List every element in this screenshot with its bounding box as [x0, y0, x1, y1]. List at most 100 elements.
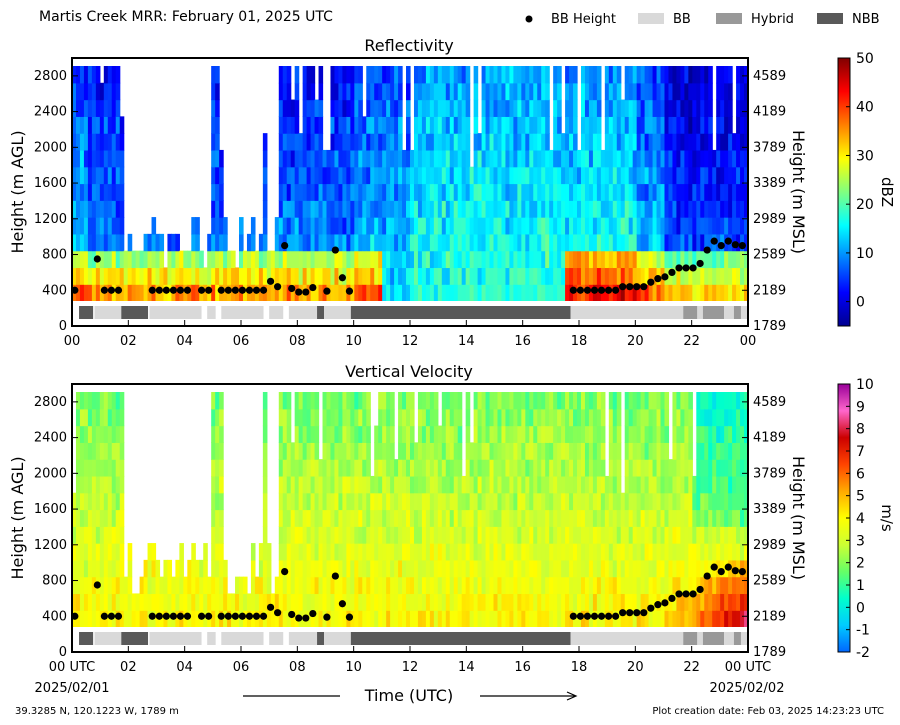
field-cell — [537, 610, 542, 627]
x-tick-label: 00 UTC — [49, 660, 95, 675]
field-cell — [497, 492, 503, 511]
field-cell — [322, 250, 328, 269]
field-cell — [306, 200, 312, 218]
field-cell — [541, 509, 546, 527]
field-cell — [258, 559, 264, 578]
field-cell — [588, 133, 594, 151]
field-cell — [437, 267, 443, 285]
field-cell — [143, 267, 149, 285]
field-cell — [390, 408, 395, 427]
field-cell — [457, 133, 463, 151]
field-cell — [294, 543, 300, 561]
field-cell — [612, 149, 618, 168]
field-cell — [211, 133, 216, 151]
colorbar-tick-label: 2 — [856, 556, 865, 572]
field-cell — [644, 233, 650, 252]
field-cell — [306, 250, 312, 269]
field-cell — [680, 576, 685, 595]
field-cell — [684, 559, 689, 578]
field-cell — [290, 610, 296, 627]
field-cell — [640, 284, 646, 301]
field-cell — [565, 442, 570, 460]
field-cell — [676, 559, 681, 578]
bb-height-point — [259, 286, 268, 294]
field-cell — [569, 133, 574, 151]
field-cell — [489, 66, 495, 84]
field-cell — [537, 133, 542, 151]
field-cell — [453, 392, 459, 410]
field-cell — [346, 82, 351, 101]
field-cell — [533, 610, 538, 627]
bb-height-point — [288, 284, 296, 293]
field-cell — [461, 593, 467, 611]
field-cell — [501, 425, 507, 443]
field-cell — [382, 66, 387, 84]
field-cell — [167, 576, 173, 595]
field-cell — [648, 392, 654, 410]
field-cell — [445, 492, 451, 511]
field-cell — [191, 267, 196, 285]
field-cell — [394, 166, 399, 185]
field-cell — [624, 543, 630, 561]
field-cell — [541, 284, 546, 301]
field-cell — [421, 610, 427, 627]
field-cell — [632, 475, 638, 494]
field-cell — [310, 66, 316, 84]
field-cell — [569, 492, 574, 511]
field-cell — [302, 576, 308, 595]
field-cell — [410, 267, 415, 285]
field-cell — [533, 66, 538, 84]
field-cell — [473, 425, 479, 443]
bb-height-point — [331, 246, 339, 254]
field-cell — [87, 509, 93, 527]
field-cell — [521, 250, 526, 269]
field-cell — [278, 543, 284, 561]
field-cell — [413, 492, 419, 511]
field-cell — [620, 526, 626, 544]
field-cell — [628, 66, 634, 84]
field-cell — [624, 183, 630, 201]
field-cell — [696, 610, 701, 627]
field-cell — [644, 559, 650, 578]
field-cell — [624, 459, 630, 477]
field-cell — [648, 200, 654, 218]
field-cell — [688, 267, 693, 285]
field-cell — [99, 425, 105, 443]
field-cell — [338, 99, 343, 117]
field-cell — [211, 116, 216, 134]
field-cell — [413, 99, 419, 117]
field-cell — [656, 459, 662, 477]
field-cell — [370, 233, 375, 252]
field-cell — [604, 267, 610, 285]
field-cell — [286, 475, 292, 494]
field-cell — [211, 99, 216, 117]
field-cell — [517, 250, 522, 269]
field-cell — [215, 475, 220, 494]
field-cell — [596, 543, 602, 561]
field-cell — [191, 233, 196, 252]
field-cell — [684, 425, 689, 443]
field-cell — [378, 392, 383, 410]
field-cell — [573, 250, 578, 269]
field-cell — [239, 576, 244, 595]
field-cell — [656, 408, 662, 427]
field-cell — [616, 200, 622, 218]
field-cell — [366, 408, 371, 427]
field-cell — [115, 183, 121, 201]
field-cell — [298, 392, 304, 410]
field-cell — [127, 610, 133, 627]
field-cell — [107, 442, 113, 460]
field-cell — [497, 233, 503, 252]
field-cell — [664, 200, 670, 218]
field-cell — [529, 133, 534, 151]
field-cell — [537, 492, 542, 511]
field-cell — [374, 200, 379, 218]
field-cell — [79, 233, 85, 252]
field-cell — [402, 217, 407, 235]
field-cell — [433, 425, 439, 443]
field-cell — [473, 576, 479, 595]
field-cell — [497, 200, 503, 218]
field-cell — [744, 509, 747, 527]
field-cell — [469, 442, 475, 460]
field-cell — [513, 149, 518, 168]
